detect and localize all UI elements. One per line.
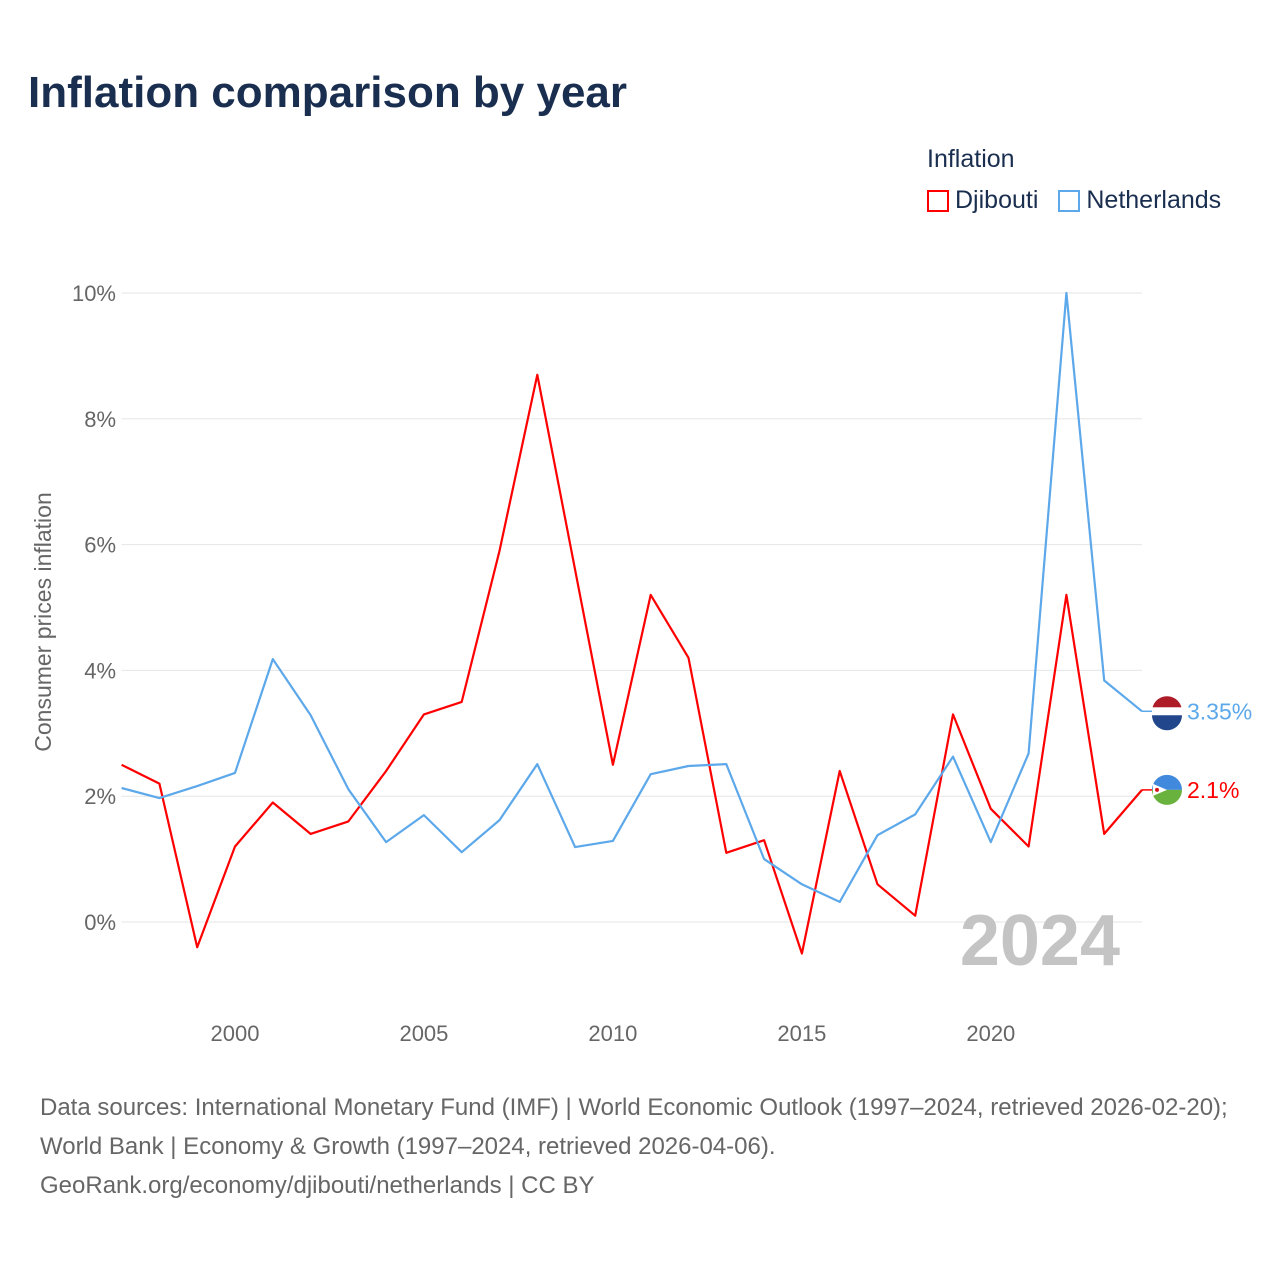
legend-item-djibouti[interactable]: Djibouti <box>927 186 1038 215</box>
chart-title: Inflation comparison by year <box>28 68 628 117</box>
flag-stripe <box>1152 707 1182 716</box>
legend-item-netherlands[interactable]: Netherlands <box>1058 186 1221 215</box>
data-sources: Data sources: International Monetary Fun… <box>40 1094 1228 1160</box>
y-tick-label: 10% <box>72 281 116 306</box>
y-tick-label: 4% <box>84 658 116 683</box>
series-line-djibouti <box>121 373 1143 955</box>
x-tick-label: 2010 <box>588 1021 637 1046</box>
legend-swatch <box>927 189 949 212</box>
legend-label: Djibouti <box>955 186 1039 214</box>
x-tick-label: 2020 <box>966 1021 1015 1046</box>
end-value-label: 3.35% <box>1187 698 1252 724</box>
y-tick-label: 2% <box>84 784 116 809</box>
x-tick-label: 2005 <box>399 1021 448 1046</box>
flag-star <box>1155 787 1159 792</box>
legend-swatch <box>1058 189 1081 212</box>
y-tick-label: 6% <box>84 533 116 558</box>
x-tick-label: 2015 <box>777 1021 826 1046</box>
legend-title: Inflation <box>927 145 1015 173</box>
footer: Data sources: International Monetary Fun… <box>40 1088 1250 1205</box>
legend: Djibouti Netherlands <box>927 186 1221 215</box>
flag-stripe <box>1152 789 1182 805</box>
flag-stripe <box>1152 715 1182 731</box>
x-tick-label: 2000 <box>211 1021 260 1046</box>
end-value-label: 2.1% <box>1187 777 1239 803</box>
flag-djibouti-icon <box>1152 774 1182 790</box>
flag-triangle <box>1153 783 1167 796</box>
series-line-netherlands <box>121 291 1143 904</box>
y-tick-label: 0% <box>84 910 116 935</box>
year-watermark: 2024 <box>960 901 1120 981</box>
y-tick-label: 8% <box>84 407 116 432</box>
source-link[interactable]: GeoRank.org/economy/djibouti/netherlands… <box>40 1172 595 1199</box>
legend-label: Netherlands <box>1086 186 1222 214</box>
line-chart: 0% 2% 4% 6% 8% 10% 2000 2005 2010 2015 2020 Consume… <box>30 281 1252 1046</box>
y-axis-label: Consumer prices inflation <box>30 492 56 752</box>
